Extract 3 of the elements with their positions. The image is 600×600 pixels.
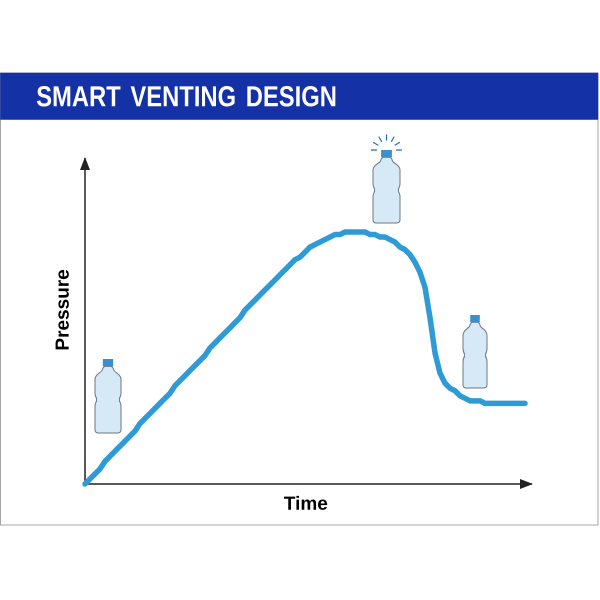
chart-title: SMART VENTING DESIGN — [36, 86, 336, 107]
x-axis-title: Time — [284, 496, 328, 510]
y-axis-title: Pressure — [56, 270, 69, 350]
